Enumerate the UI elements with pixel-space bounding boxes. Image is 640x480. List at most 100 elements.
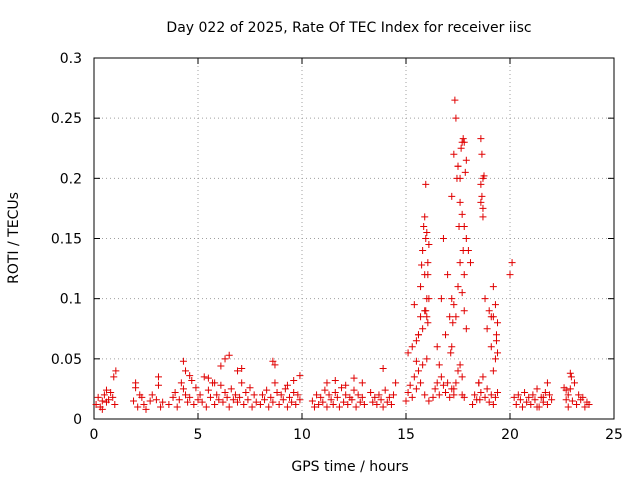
data-point — [211, 401, 219, 409]
data-point — [200, 373, 208, 381]
data-point — [444, 379, 452, 387]
data-point — [471, 391, 479, 399]
data-point — [182, 391, 190, 399]
data-point — [204, 386, 212, 394]
data-point — [217, 362, 225, 370]
y-tick-label: 0.1 — [60, 292, 82, 308]
data-point — [252, 398, 260, 406]
data-point — [450, 301, 458, 309]
data-point — [404, 349, 412, 357]
data-point — [244, 396, 252, 404]
data-point — [342, 391, 350, 399]
data-point — [477, 389, 485, 397]
data-point — [271, 361, 279, 369]
data-point — [385, 393, 393, 401]
data-point — [344, 401, 352, 409]
data-point — [422, 180, 430, 188]
data-point — [130, 397, 138, 405]
data-point — [481, 393, 489, 401]
data-point — [225, 351, 233, 359]
data-point — [112, 367, 120, 375]
data-point — [177, 379, 185, 387]
data-point — [478, 150, 486, 158]
data-point — [107, 389, 115, 397]
data-point — [423, 355, 431, 363]
data-point — [450, 385, 458, 393]
data-point — [313, 391, 321, 399]
data-point — [450, 391, 458, 399]
data-point — [323, 379, 331, 387]
data-point — [479, 204, 487, 212]
grid-lines — [94, 58, 614, 419]
data-point — [288, 398, 296, 406]
data-point — [165, 401, 173, 409]
data-point — [506, 271, 514, 279]
data-point — [568, 397, 576, 405]
data-point — [489, 401, 497, 409]
data-point — [424, 319, 432, 327]
data-point — [422, 235, 430, 242]
data-point — [146, 397, 154, 405]
x-tick-label: 20 — [501, 427, 519, 443]
data-point — [198, 398, 206, 406]
data-point — [452, 114, 460, 122]
data-point — [412, 337, 420, 345]
data-point — [227, 385, 235, 393]
data-point — [435, 361, 443, 369]
data-point — [564, 403, 572, 411]
data-point — [429, 393, 437, 401]
data-point — [417, 283, 425, 291]
data-point — [171, 389, 179, 397]
data-point — [492, 331, 500, 339]
data-point — [283, 403, 291, 411]
data-point — [132, 384, 140, 392]
data-point — [419, 325, 427, 333]
data-point — [447, 349, 455, 357]
x-tick-label: 25 — [605, 427, 623, 443]
data-point — [460, 222, 468, 230]
data-point — [159, 398, 167, 406]
data-point — [456, 361, 464, 369]
data-point — [477, 180, 485, 188]
data-point — [449, 319, 457, 327]
data-point — [541, 389, 549, 397]
data-point — [315, 401, 323, 409]
data-point — [236, 393, 244, 401]
data-point — [450, 150, 458, 158]
data-point — [184, 398, 192, 406]
data-point — [523, 398, 531, 406]
data-point — [548, 396, 556, 404]
data-point — [202, 403, 210, 411]
data-point — [448, 192, 456, 200]
data-point — [100, 391, 108, 399]
data-point — [452, 379, 460, 387]
data-point — [371, 393, 379, 401]
data-point — [562, 396, 570, 404]
data-point — [390, 391, 398, 399]
data-point — [138, 393, 146, 401]
data-point — [487, 313, 495, 321]
y-tick-label: 0.25 — [51, 111, 82, 127]
data-point — [485, 307, 493, 315]
x-tick-label: 0 — [90, 427, 99, 443]
data-point — [213, 391, 221, 399]
data-point — [420, 222, 428, 230]
data-point — [356, 398, 364, 406]
data-point — [154, 381, 162, 389]
data-point — [140, 401, 148, 409]
data-point — [111, 401, 119, 409]
data-point — [481, 295, 489, 303]
data-point — [258, 391, 266, 399]
data-point — [196, 391, 204, 399]
data-point — [221, 389, 229, 397]
data-point — [439, 235, 447, 242]
data-point — [192, 384, 200, 392]
data-point — [521, 389, 529, 397]
data-point — [476, 396, 484, 404]
data-point — [423, 313, 431, 321]
data-point — [567, 373, 575, 381]
data-point — [579, 393, 587, 401]
data-point — [466, 259, 474, 267]
data-point — [310, 403, 318, 411]
data-point — [417, 379, 425, 387]
